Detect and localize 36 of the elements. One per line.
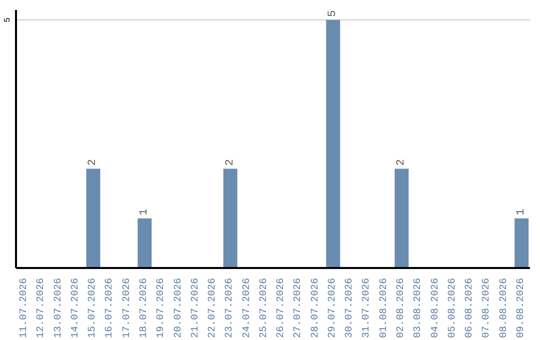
x-tick-label: 22.07.2026 bbox=[208, 278, 219, 338]
x-tick-label: 06.08.2026 bbox=[464, 278, 476, 338]
x-tick-label: 08.08.2026 bbox=[498, 278, 510, 338]
x-tick-label: 09.08.2026 bbox=[516, 278, 527, 338]
x-tick-label: 17.07.2026 bbox=[122, 278, 133, 338]
data-label: 5 bbox=[327, 10, 340, 17]
x-tick-label: 12.07.2026 bbox=[36, 278, 48, 338]
x-tick-label: 14.07.2026 bbox=[70, 278, 82, 338]
x-tick-label: 04.08.2026 bbox=[430, 278, 442, 338]
x-tick-label: 18.07.2026 bbox=[139, 278, 150, 338]
x-tick-label: 23.07.2026 bbox=[224, 278, 236, 338]
x-tick-label: 01.08.2026 bbox=[378, 278, 390, 338]
x-tick-label: 24.07.2026 bbox=[242, 278, 253, 338]
x-tick-label: 21.07.2026 bbox=[190, 278, 202, 338]
x-tick-label: 16.07.2026 bbox=[104, 278, 116, 338]
x-tick-label: 31.07.2026 bbox=[362, 278, 373, 338]
x-tick-label: 02.08.2026 bbox=[396, 278, 407, 338]
x-tick-label: 05.08.2026 bbox=[447, 278, 458, 338]
x-tick-label: 20.07.2026 bbox=[173, 278, 184, 338]
data-label: 2 bbox=[87, 159, 100, 166]
x-tick-label: 27.07.2026 bbox=[293, 278, 304, 338]
x-tick-label: 07.08.2026 bbox=[482, 278, 493, 338]
x-tick-label: 11.07.2026 bbox=[19, 278, 30, 338]
data-label: 1 bbox=[516, 208, 528, 216]
x-tick-label: 29.07.2026 bbox=[327, 278, 338, 338]
x-tick-label: 28.07.2026 bbox=[310, 278, 322, 338]
x-tick-label: 13.07.2026 bbox=[53, 278, 64, 338]
x-tick-label: 19.07.2026 bbox=[156, 278, 168, 338]
data-label: 2 bbox=[224, 159, 236, 166]
x-tick-label: 26.07.2026 bbox=[276, 278, 288, 338]
data-label: 1 bbox=[138, 208, 151, 216]
x-tick-label: 30.07.2026 bbox=[344, 278, 356, 338]
x-tick-label: 15.07.2026 bbox=[88, 278, 99, 338]
data-label: 2 bbox=[396, 159, 408, 166]
x-tick-label: 03.08.2026 bbox=[413, 278, 424, 338]
x-tick-label: 25.07.2026 bbox=[258, 278, 270, 338]
